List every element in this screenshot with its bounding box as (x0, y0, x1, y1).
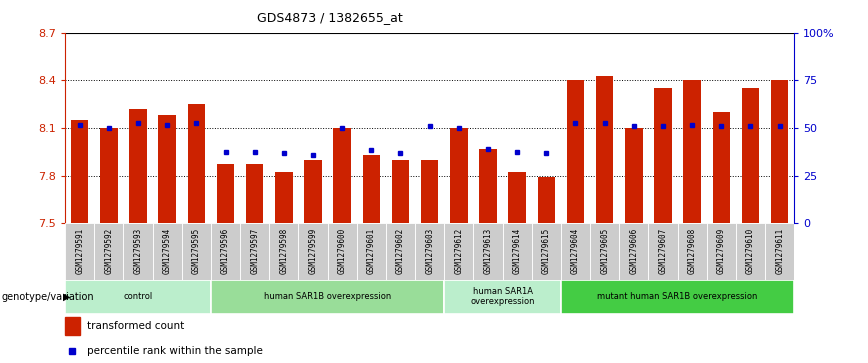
Bar (129, 109, 147, 223)
Bar (363, 155, 380, 223)
Bar (187, 104, 205, 223)
Text: GSM1279599: GSM1279599 (308, 228, 318, 274)
Bar (479, 148, 496, 223)
Bar (95, 223, 123, 280)
Text: GSM1279600: GSM1279600 (338, 228, 346, 274)
Bar (561, 280, 794, 314)
Text: GSM1279594: GSM1279594 (162, 228, 172, 274)
Bar (123, 223, 153, 280)
Bar (537, 177, 555, 223)
Bar (181, 223, 211, 280)
Bar (100, 128, 117, 223)
Bar (269, 223, 299, 280)
Text: GDS4873 / 1382655_at: GDS4873 / 1382655_at (257, 11, 403, 24)
Bar (654, 88, 672, 223)
Text: GSM1279591: GSM1279591 (76, 228, 84, 274)
Bar (391, 160, 409, 223)
Bar (648, 223, 678, 280)
Text: ▶: ▶ (62, 292, 70, 302)
Bar (327, 223, 357, 280)
Text: control: control (123, 292, 153, 301)
Bar (444, 280, 561, 314)
Bar (211, 223, 240, 280)
Text: GSM1279596: GSM1279596 (221, 228, 230, 274)
Text: GSM1279604: GSM1279604 (571, 228, 580, 274)
Bar (503, 223, 532, 280)
Bar (386, 223, 415, 280)
Bar (240, 223, 269, 280)
Bar (357, 223, 386, 280)
Bar (421, 160, 438, 223)
Bar (211, 280, 444, 314)
Bar (683, 80, 700, 223)
Text: GSM1279601: GSM1279601 (367, 228, 376, 274)
Bar (275, 172, 293, 223)
Bar (159, 115, 176, 223)
Text: GSM1279610: GSM1279610 (746, 228, 755, 274)
Bar (678, 223, 707, 280)
Text: GSM1279607: GSM1279607 (659, 228, 667, 274)
Bar (217, 164, 234, 223)
Text: GSM1279615: GSM1279615 (542, 228, 551, 274)
Bar (742, 88, 760, 223)
Text: genotype/variation: genotype/variation (2, 292, 95, 302)
Bar (473, 223, 503, 280)
Text: GSM1279614: GSM1279614 (513, 228, 522, 274)
Bar (65, 223, 95, 280)
Bar (333, 128, 351, 223)
Text: GSM1279598: GSM1279598 (279, 228, 288, 274)
Text: human SAR1B overexpression: human SAR1B overexpression (264, 292, 391, 301)
Text: GSM1279597: GSM1279597 (250, 228, 260, 274)
Bar (299, 223, 327, 280)
Bar (771, 80, 788, 223)
Bar (71, 120, 89, 223)
Bar (153, 223, 181, 280)
Bar (590, 223, 619, 280)
Bar (415, 223, 444, 280)
Bar (619, 223, 648, 280)
Bar (625, 128, 642, 223)
Bar (246, 164, 263, 223)
Text: GSM1279602: GSM1279602 (396, 228, 405, 274)
Text: GSM1279603: GSM1279603 (425, 228, 434, 274)
Bar (596, 76, 614, 223)
Text: transformed count: transformed count (87, 321, 184, 331)
Bar (65, 280, 211, 314)
Text: GSM1279612: GSM1279612 (454, 228, 464, 274)
Bar (450, 128, 468, 223)
Bar (65, 317, 80, 335)
Bar (305, 160, 322, 223)
Bar (532, 223, 561, 280)
Bar (567, 80, 584, 223)
Text: mutant human SAR1B overexpression: mutant human SAR1B overexpression (597, 292, 758, 301)
Text: human SAR1A
overexpression: human SAR1A overexpression (470, 287, 535, 306)
Text: GSM1279606: GSM1279606 (629, 228, 638, 274)
Bar (765, 223, 794, 280)
Bar (707, 223, 736, 280)
Text: GSM1279593: GSM1279593 (134, 228, 142, 274)
Bar (509, 172, 526, 223)
Bar (736, 223, 765, 280)
Text: GSM1279605: GSM1279605 (600, 228, 609, 274)
Text: percentile rank within the sample: percentile rank within the sample (87, 346, 263, 356)
Text: GSM1279608: GSM1279608 (687, 228, 697, 274)
Text: GSM1279611: GSM1279611 (775, 228, 784, 274)
Text: GSM1279595: GSM1279595 (192, 228, 201, 274)
Bar (713, 112, 730, 223)
Text: GSM1279613: GSM1279613 (483, 228, 492, 274)
Text: GSM1279592: GSM1279592 (104, 228, 114, 274)
Bar (561, 223, 590, 280)
Text: GSM1279609: GSM1279609 (717, 228, 726, 274)
Bar (444, 223, 473, 280)
